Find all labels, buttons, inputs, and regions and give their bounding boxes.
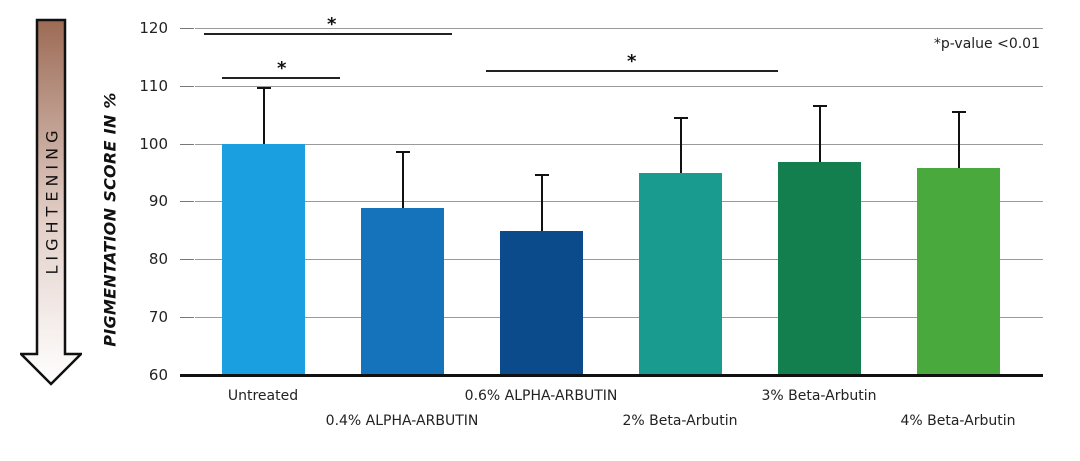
y-tick: 100 xyxy=(139,135,168,153)
gridline xyxy=(195,28,1043,29)
bar-untreated xyxy=(222,144,305,375)
significance-line xyxy=(204,33,452,35)
tick-mark xyxy=(180,201,194,202)
significance-star: * xyxy=(627,51,637,72)
bar-beta-2 xyxy=(639,173,722,375)
x-label: 2% Beta-Arbutin xyxy=(622,413,738,429)
y-tick: 120 xyxy=(139,19,168,37)
down-arrow-icon xyxy=(17,18,85,386)
x-label: 0.6% ALPHA-ARBUTIN xyxy=(464,388,618,404)
bar-alpha-0-6 xyxy=(500,231,583,375)
error-bar xyxy=(680,117,682,173)
p-value-note: *p-value <0.01 xyxy=(933,36,1040,52)
lightening-label: LIGHTENING xyxy=(42,125,62,275)
x-label: 0.4% ALPHA-ARBUTIN xyxy=(325,413,479,429)
bar-beta-3 xyxy=(778,162,861,375)
error-bar xyxy=(819,105,821,162)
tick-mark xyxy=(180,86,194,87)
gridline xyxy=(195,86,1043,87)
tick-mark xyxy=(180,144,194,145)
x-label: Untreated xyxy=(227,388,299,404)
bar-beta-4 xyxy=(917,168,1000,375)
error-bar xyxy=(402,151,404,208)
y-tick: 70 xyxy=(148,308,168,326)
x-axis-baseline xyxy=(180,374,1043,377)
y-tick: 90 xyxy=(148,192,168,210)
lightening-arrow xyxy=(17,18,85,386)
significance-line xyxy=(486,70,778,72)
error-cap xyxy=(674,117,688,119)
significance-line xyxy=(222,77,340,79)
error-cap xyxy=(396,151,410,153)
gridline xyxy=(195,259,1043,260)
gridline xyxy=(195,201,1043,202)
error-bar xyxy=(958,111,960,168)
error-cap xyxy=(813,105,827,107)
tick-mark xyxy=(180,28,194,29)
error-bar xyxy=(541,174,543,231)
tick-mark xyxy=(180,259,194,260)
y-tick: 80 xyxy=(148,250,168,268)
tick-mark xyxy=(180,317,194,318)
error-cap xyxy=(952,111,966,113)
x-label: 4% Beta-Arbutin xyxy=(900,413,1016,429)
y-tick: 60 xyxy=(148,366,168,384)
bar-alpha-0-4 xyxy=(361,208,444,375)
error-cap xyxy=(535,174,549,176)
y-axis-label: PIGMENTATION SCORE IN % xyxy=(100,92,120,347)
y-tick: 110 xyxy=(139,77,168,95)
error-bar xyxy=(263,87,265,144)
error-cap xyxy=(257,87,271,89)
significance-star: * xyxy=(277,58,287,79)
x-label: 3% Beta-Arbutin xyxy=(761,388,877,404)
gridline xyxy=(195,317,1043,318)
significance-star: * xyxy=(327,14,337,35)
gridline xyxy=(195,144,1043,145)
